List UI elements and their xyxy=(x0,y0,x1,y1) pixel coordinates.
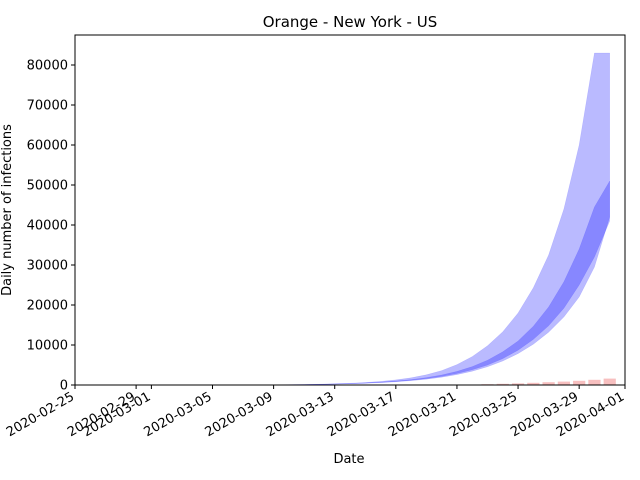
y-tick-label: 20000 xyxy=(27,299,68,314)
y-axis-label: Daily number of infections xyxy=(0,124,15,296)
y-tick-label: 60000 xyxy=(27,139,68,154)
bar xyxy=(603,378,616,385)
chart-title: Orange - New York - US xyxy=(263,13,438,31)
x-tick-label: 2020-03-17 xyxy=(325,389,398,440)
y-tick-label: 10000 xyxy=(27,339,68,354)
bar xyxy=(573,380,586,385)
bar xyxy=(527,382,540,385)
bar xyxy=(557,381,570,385)
x-axis-label: Date xyxy=(333,452,364,467)
y-tick-label: 40000 xyxy=(27,219,68,234)
y-tick-label: 0 xyxy=(60,379,68,394)
band-inner-band xyxy=(105,180,610,386)
confidence-bands xyxy=(105,52,610,386)
x-tick-label: 2020-03-09 xyxy=(203,389,276,440)
bar xyxy=(496,383,509,385)
y-tick-label: 80000 xyxy=(27,59,68,74)
y-tick-label: 50000 xyxy=(27,179,68,194)
y-axis-ticks: 0 10000 20000 30000 40000 50000 60000 70000 8000… xyxy=(27,59,75,394)
y-tick-label: 70000 xyxy=(27,99,68,114)
x-tick-label: 2020-03-05 xyxy=(142,389,215,440)
x-tick-label: 2020-03-21 xyxy=(386,389,459,440)
x-tick-label: 2020-02-25 xyxy=(4,389,77,440)
x-axis-ticks: 2020-02-252020-02-292020-03-012020-03-05… xyxy=(4,385,627,440)
bar xyxy=(542,382,555,385)
observed-bars xyxy=(466,378,616,385)
x-tick-label: 2020-03-25 xyxy=(447,389,520,440)
plot-frame xyxy=(74,34,626,386)
bar xyxy=(511,383,525,385)
bar xyxy=(588,379,601,385)
x-tick-label: 2020-03-13 xyxy=(264,389,337,440)
y-tick-label: 30000 xyxy=(27,259,68,274)
